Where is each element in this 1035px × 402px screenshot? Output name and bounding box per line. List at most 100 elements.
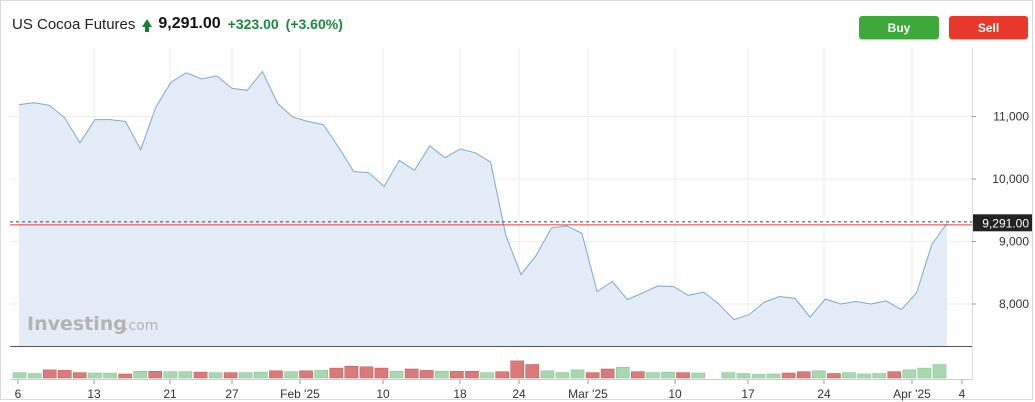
y-axis-ticks: 11,000 10,000 9,000 8,000 — [972, 110, 1029, 311]
volume-bar — [42, 369, 57, 379]
volume-bar — [389, 370, 404, 379]
instrument-header: US Cocoa Futures 9,291.00 +323.00 (+3.60… — [12, 13, 343, 35]
volume-bar — [73, 372, 87, 379]
volume-bar — [238, 372, 253, 379]
volume-bar — [887, 371, 902, 379]
x-tick-label: 24 — [817, 387, 831, 401]
up-arrow-icon — [142, 19, 153, 27]
current-price-tag: 9,291.00 — [973, 214, 1032, 232]
watermark-brand: Investing — [27, 313, 127, 335]
x-tick-label: Mar '25 — [568, 387, 608, 401]
x-tick-label: 27 — [225, 387, 239, 401]
volume-bar — [796, 371, 811, 379]
volume-bar — [374, 367, 389, 379]
volume-bar — [118, 373, 132, 379]
volume-bar — [269, 370, 283, 379]
volume-bar — [12, 372, 27, 379]
volume-bar — [615, 366, 630, 379]
volume-bar — [314, 370, 328, 379]
y-tick-label: 10,000 — [992, 172, 1029, 186]
price-change: +323.00 — [227, 16, 279, 32]
x-tick-label: 10 — [668, 387, 682, 401]
volume-bar — [646, 372, 660, 379]
volume-bar — [495, 371, 509, 379]
volume-bar — [676, 372, 690, 379]
volume-bar — [299, 370, 313, 379]
volume-bar — [917, 367, 932, 379]
volume-bar — [404, 368, 419, 379]
instrument-name: US Cocoa Futures — [12, 15, 136, 33]
volume-bar — [902, 369, 917, 379]
volume-bar — [932, 364, 947, 379]
y-tick-label: 11,000 — [993, 110, 1029, 124]
volume-bar — [480, 372, 494, 379]
volume-bar — [857, 373, 871, 379]
volume-bar — [570, 369, 585, 379]
volume-bar — [103, 372, 117, 379]
volume-bar — [88, 372, 102, 379]
last-price: 9,291.00 — [158, 15, 221, 32]
volume-bar — [284, 371, 298, 379]
current-price-tag-bg — [973, 214, 1032, 232]
up-arrow-stem — [145, 26, 150, 32]
volume-bar — [254, 371, 268, 379]
volume-bar — [208, 372, 223, 379]
volume-bar — [435, 370, 449, 379]
volume-bar — [133, 370, 147, 379]
volume-bar — [359, 366, 374, 379]
watermark-domain: .com — [124, 318, 158, 334]
volume-bar — [27, 373, 42, 379]
buy-button[interactable]: Buy — [859, 16, 939, 39]
volume-bar — [827, 373, 841, 379]
volume-bar — [148, 371, 163, 379]
x-tick-label: 24 — [512, 387, 526, 401]
volume-bar — [329, 367, 344, 379]
volume-bars — [12, 360, 947, 379]
sell-button[interactable]: Sell — [949, 16, 1028, 39]
volume-bar — [57, 370, 72, 379]
y-tick-label: 8,000 — [999, 297, 1029, 311]
volume-bar — [585, 372, 600, 379]
volume-bar — [450, 371, 464, 379]
price-area-fill — [19, 71, 947, 346]
x-tick-label: 6 — [15, 387, 22, 401]
x-tick-label: 13 — [87, 387, 101, 401]
investing-watermark: Investing .com — [27, 313, 158, 335]
volume-bar — [781, 372, 796, 379]
volume-bar — [163, 371, 178, 379]
volume-bar — [872, 373, 886, 379]
x-tick-label: 17 — [741, 387, 755, 401]
x-tick-label: 10 — [376, 387, 390, 401]
volume-bar — [419, 370, 434, 379]
x-tick-label: 4 — [959, 387, 966, 401]
volume-bar — [178, 371, 193, 379]
volume-bar — [223, 372, 238, 379]
x-tick-label: Feb '25 — [280, 387, 320, 401]
x-tick-label: Apr '25 — [893, 387, 931, 401]
current-price-tag-label: 9,291.00 — [982, 216, 1029, 230]
volume-bar — [842, 372, 856, 379]
volume-bar — [525, 364, 540, 379]
volume-bar — [812, 370, 826, 379]
volume-bar — [193, 371, 208, 379]
volume-bar — [510, 360, 525, 379]
x-tick-label: 18 — [453, 387, 467, 401]
volume-bar — [540, 370, 555, 379]
x-axis-ticks: 6 13 21 27 Feb '25 10 18 24 Mar '25 10 17 24 Apr '25… — [15, 380, 966, 401]
volume-bar — [691, 372, 705, 379]
x-tick-label: 21 — [163, 387, 177, 401]
volume-bar — [661, 371, 675, 379]
volume-bar — [555, 372, 570, 379]
volume-bar — [344, 366, 359, 379]
volume-bar — [736, 373, 751, 379]
y-tick-label: 9,000 — [999, 235, 1029, 249]
price-line — [18, 70, 948, 321]
volume-bar — [766, 373, 781, 379]
volume-bar — [465, 370, 479, 379]
volume-bar — [600, 368, 615, 379]
volume-bar — [631, 371, 645, 379]
price-change-percent: (+3.60%) — [285, 16, 343, 32]
volume-bar — [751, 374, 766, 379]
